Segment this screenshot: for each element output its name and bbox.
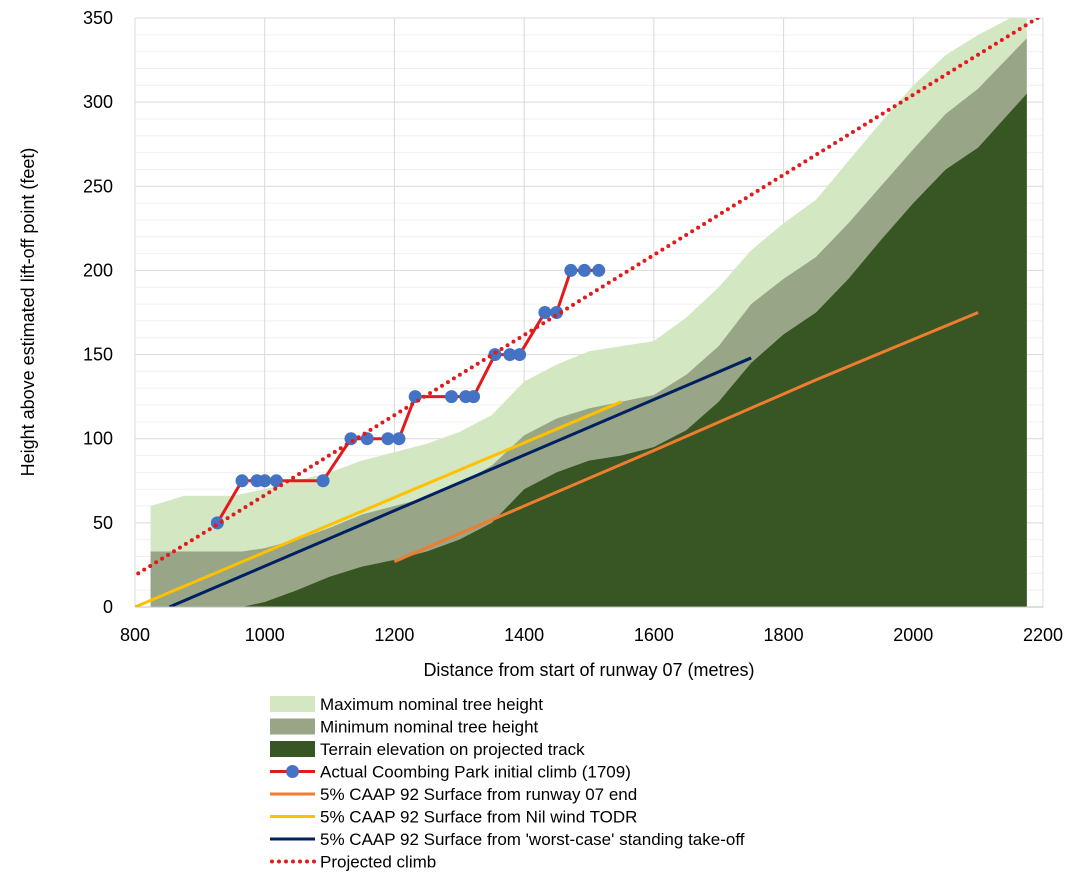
legend-item-projected-climb: Projected climb (270, 853, 436, 872)
y-tick-label: 250 (83, 176, 113, 196)
legend-label: Terrain elevation on projected track (320, 740, 585, 759)
x-tick-label: 1800 (764, 625, 804, 645)
line-5-caap-92-surface-from-runway-07-end (393, 311, 979, 563)
climb-point (538, 306, 552, 319)
climb-point (577, 263, 591, 277)
legend-swatch (270, 741, 315, 757)
legend-item-5-caap-92-surface-from-worst-case-standing-take-off: 5% CAAP 92 Surface from 'worst-case' sta… (270, 830, 745, 849)
line-5-caap-92-surface-from-worst-case-standing-take-off (168, 356, 752, 607)
y-tick-label: 200 (83, 260, 113, 280)
climb-point (258, 474, 272, 488)
line-projected-climb (136, 18, 1042, 576)
climb-point (513, 348, 527, 362)
climb-point (467, 390, 481, 404)
x-tick-label: 800 (120, 625, 150, 645)
x-tick-label: 1000 (245, 625, 285, 645)
legend-item-5-caap-92-surface-from-runway-07-end: 5% CAAP 92 Surface from runway 07 end (270, 785, 637, 804)
climb-point (235, 474, 249, 488)
y-tick-label: 50 (93, 513, 113, 533)
legend-label: Projected climb (320, 853, 436, 872)
legend-label: Actual Coombing Park initial climb (1709… (320, 763, 631, 782)
x-axis-title: Distance from start of runway 07 (metres… (423, 660, 754, 680)
y-tick-label: 300 (83, 92, 113, 112)
legend-item-minimum-nominal-tree-height: Minimum nominal tree height (270, 718, 539, 737)
axes: 800 1000 1200 1400 1600 1800 2000 2200 0 50 100 150… (83, 8, 1063, 645)
climb-point (488, 348, 502, 362)
y-tick-label: 0 (103, 597, 113, 617)
climb-point (564, 263, 578, 277)
line-5-caap-92-surface-from-nil-wind-todr (135, 400, 623, 607)
climb-point (592, 263, 606, 277)
legend-label: 5% CAAP 92 Surface from runway 07 end (320, 785, 637, 804)
legend-label: 5% CAAP 92 Surface from 'worst-case' sta… (320, 830, 745, 849)
y-tick-label: 350 (83, 8, 113, 28)
x-tick-label: 1600 (634, 625, 674, 645)
area-terrain-elevation-on-projected-track (242, 93, 1027, 607)
legend-item-actual-coombing-park-initial-climb-1709: Actual Coombing Park initial climb (1709… (270, 763, 631, 782)
legend-item-terrain-elevation-on-projected-track: Terrain elevation on projected track (270, 740, 585, 759)
y-tick-label: 100 (83, 429, 113, 449)
legend-swatch (270, 718, 315, 735)
climb-point (445, 390, 459, 404)
legend-label: 5% CAAP 92 Surface from Nil wind TODR (320, 808, 637, 827)
x-tick-label: 2000 (893, 625, 933, 645)
x-tick-label: 2200 (1023, 625, 1063, 645)
climb-point (503, 348, 517, 362)
legend: Maximum nominal tree height Minimum nomin… (270, 695, 745, 872)
climb-point (392, 432, 406, 446)
legend-item-5-caap-92-surface-from-nil-wind-todr: 5% CAAP 92 Surface from Nil wind TODR (270, 808, 637, 827)
legend-marker (286, 765, 299, 778)
plot-area (135, 18, 1042, 607)
legend-swatch (270, 696, 315, 712)
x-tick-label: 1200 (374, 625, 414, 645)
climb-point (381, 432, 395, 446)
y-axis-title: Height above estimated lift-off point (f… (18, 148, 38, 477)
legend-label: Minimum nominal tree height (320, 718, 539, 737)
legend-item-maximum-nominal-tree-height: Maximum nominal tree height (270, 695, 543, 714)
x-tick-label: 1400 (504, 625, 544, 645)
y-tick-label: 150 (83, 345, 113, 365)
climb-point (316, 474, 330, 488)
legend-label: Maximum nominal tree height (320, 695, 543, 714)
climb-point (360, 432, 374, 446)
